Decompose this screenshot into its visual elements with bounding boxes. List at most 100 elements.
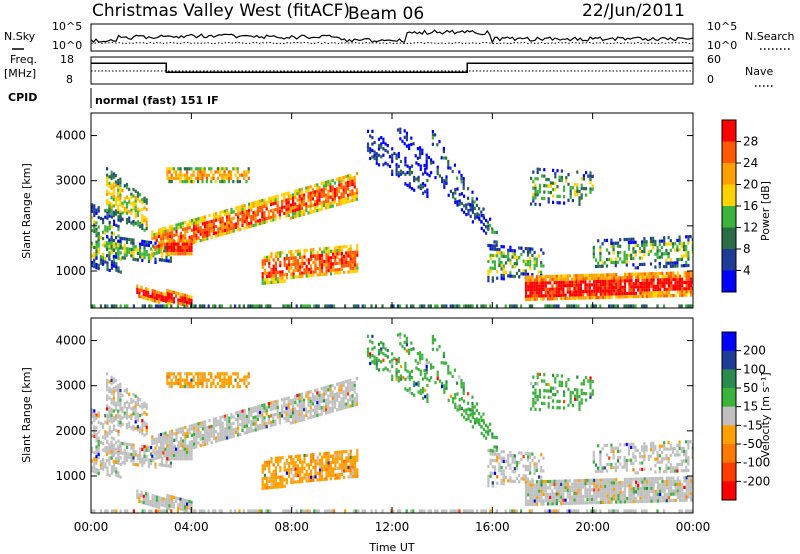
power-cell (179, 302, 182, 306)
power-cell (612, 260, 615, 265)
velocity-cell (425, 358, 428, 362)
power-cell (314, 254, 317, 258)
power-cell (157, 231, 160, 235)
power-cell (281, 206, 284, 210)
power-cell (157, 247, 160, 251)
power-cell (199, 173, 202, 177)
velocity-cell (299, 457, 302, 461)
power-cell (201, 219, 204, 223)
power-cell (606, 292, 609, 296)
velocity-cell (141, 428, 144, 432)
power-cell (424, 190, 427, 194)
velocity-cell (108, 449, 111, 453)
power-cell (247, 176, 250, 180)
power-cell (678, 290, 682, 294)
power-cell (305, 271, 308, 275)
velocity-cell (190, 433, 193, 437)
power-cell (161, 252, 164, 256)
power-cell (342, 185, 345, 189)
velocity-cell (223, 378, 226, 382)
power-cell (310, 273, 313, 278)
power-cell (605, 248, 609, 252)
power-cell (399, 304, 402, 308)
power-cell (217, 230, 220, 234)
velocity-cell (287, 402, 290, 406)
power-cell (95, 240, 98, 244)
velocity-cell (241, 412, 244, 416)
power-cell (654, 252, 657, 256)
power-cell (544, 275, 547, 279)
power-cell (162, 295, 165, 299)
velocity-cell (128, 392, 131, 396)
velocity-cell (292, 477, 295, 481)
velocity-cell (136, 418, 139, 422)
velocity-cell (294, 407, 297, 411)
velocity-cell (296, 419, 299, 423)
power-cell (643, 240, 646, 244)
velocity-cell (136, 453, 139, 457)
power-cell (500, 277, 503, 281)
velocity-cell (106, 394, 109, 398)
power-cell (151, 292, 154, 296)
power-cell (663, 275, 666, 279)
power-cell (290, 275, 293, 279)
power-cell (158, 294, 161, 298)
velocity-cell (356, 471, 359, 475)
power-cell (93, 255, 96, 259)
power-cell (181, 249, 184, 253)
power-cell (204, 234, 207, 238)
power-cell (106, 304, 109, 308)
power-cell (553, 277, 556, 282)
power-cell (445, 304, 448, 308)
power-cell (158, 300, 161, 304)
velocity-cell (175, 428, 178, 432)
velocity-cell (201, 381, 204, 385)
power-cell (682, 241, 686, 245)
power-cell (347, 248, 350, 252)
velocity-cell (210, 372, 213, 376)
velocity-cell (283, 462, 286, 466)
power-cell (281, 202, 284, 207)
velocity-cell (340, 384, 343, 388)
power-cell (298, 201, 301, 205)
power-cell (263, 198, 266, 202)
velocity-cell (334, 476, 337, 480)
velocity-cell (395, 368, 398, 372)
velocity-cell (114, 385, 118, 389)
velocity-cell (309, 399, 312, 403)
power-cell (102, 262, 105, 266)
power-cell (685, 244, 688, 248)
power-cell (526, 247, 530, 251)
power-cell (639, 272, 642, 276)
velocity-cell (143, 401, 146, 405)
power-cell (153, 236, 156, 240)
velocity-cell (216, 375, 219, 379)
velocity-cell (421, 396, 425, 400)
power-cell (223, 209, 226, 213)
power-cell (263, 259, 266, 263)
velocity-cell (99, 460, 102, 464)
velocity-cell (228, 423, 231, 427)
power-cell (208, 226, 211, 230)
power-cell (104, 241, 107, 245)
power-cell (232, 210, 235, 214)
power-cell (294, 212, 297, 216)
power-cell (230, 227, 233, 231)
power-cell (526, 272, 530, 276)
power-cell (316, 189, 319, 193)
power-cell (661, 271, 664, 275)
power-cell (188, 239, 191, 243)
velocity-cell (292, 411, 295, 415)
velocity-cell (212, 424, 215, 428)
power-cell (645, 294, 649, 298)
power-cell (658, 239, 661, 243)
power-cell (290, 256, 293, 260)
power-cell (610, 279, 613, 283)
velocity-cell (110, 420, 113, 424)
power-cell (549, 287, 552, 291)
power-cell (150, 253, 153, 257)
power-cell (234, 225, 237, 229)
velocity-cell (426, 393, 429, 397)
power-cell (660, 255, 664, 259)
velocity-cell (237, 417, 240, 421)
